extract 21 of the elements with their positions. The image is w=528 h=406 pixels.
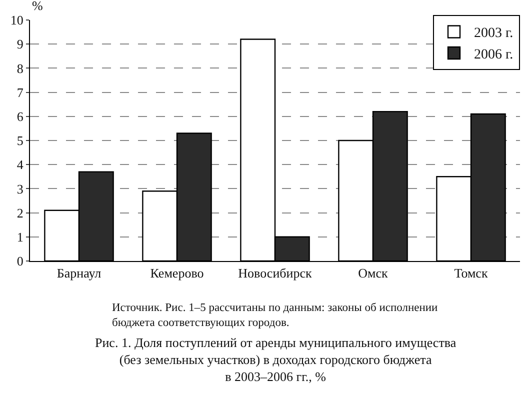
y-tick-label: 8	[16, 60, 24, 76]
legend-label: 2006 г.	[474, 47, 514, 62]
text: Источник. Рис. 1–5 рассчитаны по данным: законы об исполнении бюджета соответствующих городов.	[112, 302, 438, 329]
y-tick-label: 3	[16, 181, 24, 196]
x-tick-label: Новосибирск	[238, 266, 312, 281]
y-tick-label: 10	[10, 12, 24, 28]
y-tick-label: 5	[16, 133, 24, 148]
y-tick-label: 9	[16, 36, 24, 52]
y-tick-label: 6	[16, 108, 24, 124]
x-tick-label: Томск	[454, 266, 488, 281]
x-tick-label: Кемерово	[150, 266, 204, 281]
text: Рис. 1. Доля поступлений от аренды муниципального имущества (без земельных участков) в доходах городского бюджета в 2003–2006 гг., %	[95, 335, 456, 384]
y-tick-label: 0	[16, 254, 24, 269]
legend-label: 2003 г.	[474, 26, 514, 42]
y-axis-title: %	[32, 0, 43, 13]
y-tick-label: 7	[16, 84, 24, 100]
y-tick-label: 1	[16, 229, 24, 244]
y-tick-label: 4	[16, 157, 24, 172]
y-tick-label: 2	[16, 205, 24, 220]
x-tick-label: Барнаул	[56, 266, 102, 281]
x-tick-label: Омск	[358, 266, 389, 281]
